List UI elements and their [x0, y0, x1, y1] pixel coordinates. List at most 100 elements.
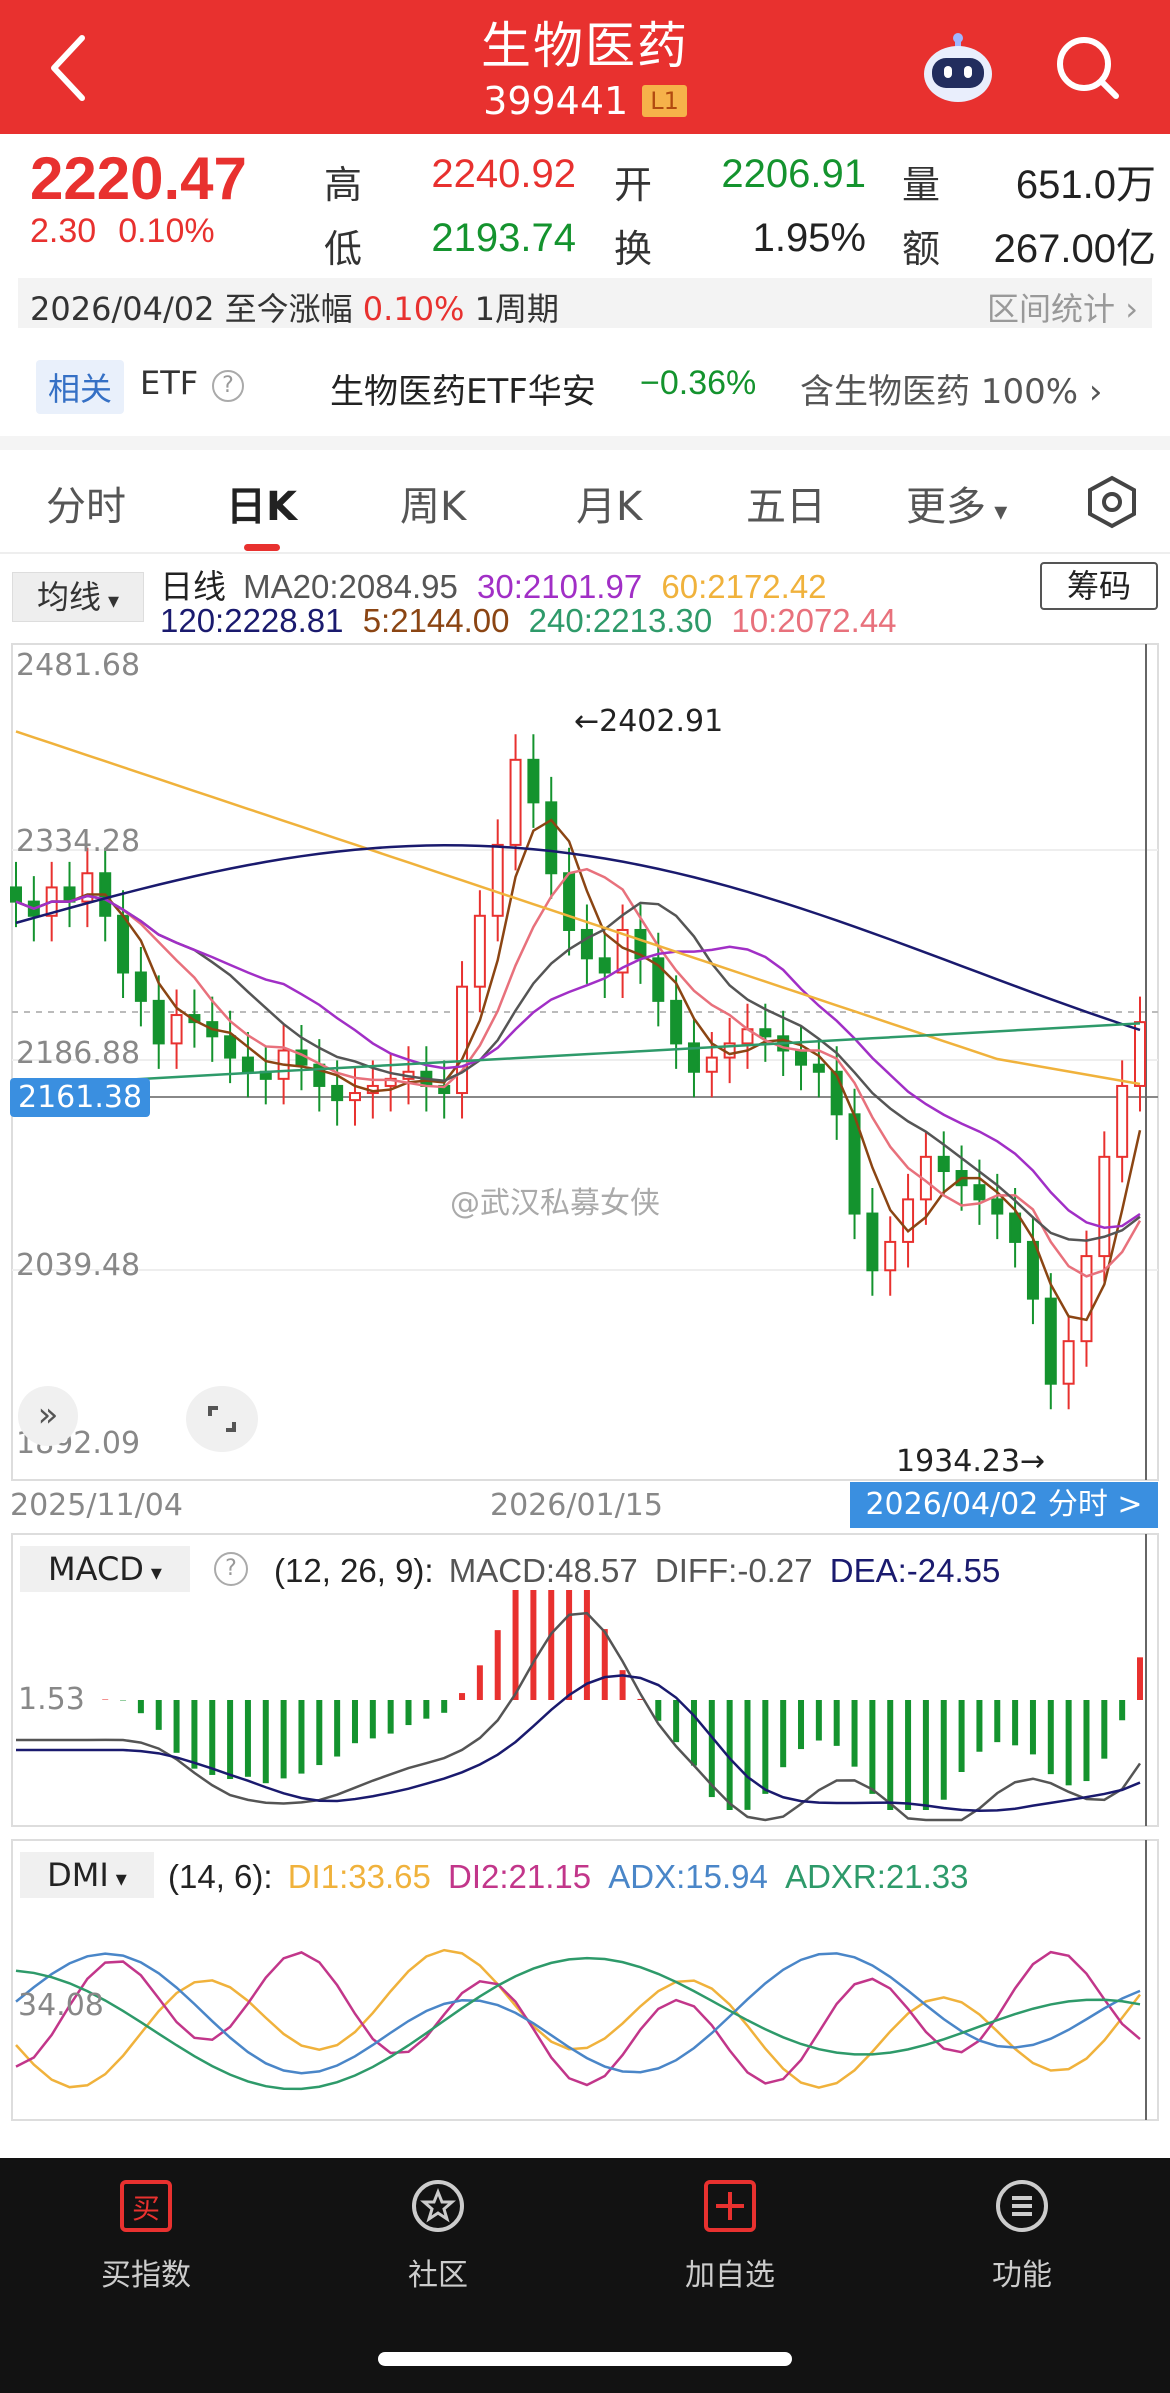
fullscreen-icon[interactable] — [186, 1386, 258, 1452]
nav-buy-index[interactable]: 买 买指数 — [46, 2178, 246, 2294]
macd-bar — [1029, 1700, 1036, 1755]
macd-histogram — [102, 1590, 1143, 1810]
ma20-line — [15, 894, 1141, 1242]
candle-body — [1116, 1084, 1129, 1158]
candle-body — [616, 928, 629, 974]
y-axis-label-4: 2039.48 — [16, 1248, 141, 1283]
ma10-line — [15, 867, 1142, 1278]
y-axis-label-top: 2481.68 — [16, 648, 141, 683]
macd-bar — [1083, 1700, 1090, 1782]
candle-body — [1026, 1240, 1039, 1300]
macd-selector[interactable]: MACD ▾ — [20, 1546, 190, 1592]
macd-bar — [1047, 1700, 1054, 1775]
macd-bar — [976, 1700, 983, 1752]
macd-bar — [191, 1700, 198, 1769]
etf-name[interactable]: 生物医药ETF华安 — [330, 372, 596, 412]
ma240-line — [15, 1022, 1141, 1088]
search-icon[interactable] — [1052, 32, 1122, 102]
macd-y-label: 1.53 — [18, 1682, 85, 1717]
macd-bar — [530, 1590, 537, 1700]
macd-bar — [940, 1700, 947, 1800]
candle-body — [705, 1056, 718, 1073]
intraday-date-button[interactable]: 2026/04/02 分时 > — [850, 1482, 1158, 1528]
price-change: 2.30 0.10% — [30, 212, 215, 250]
macd-bar — [102, 1699, 109, 1700]
macd-bar — [780, 1700, 787, 1768]
candle-body — [759, 1028, 772, 1038]
range-stat-link[interactable]: 区间统计 › — [987, 290, 1138, 328]
settings-hexagon-icon[interactable] — [1084, 474, 1140, 530]
community-icon — [412, 2180, 464, 2232]
expand-left-icon[interactable]: » — [18, 1386, 78, 1446]
tab-intraday[interactable]: 分时 — [46, 484, 126, 530]
candle-body — [580, 928, 593, 960]
dmi-selector[interactable]: DMI ▾ — [20, 1852, 154, 1898]
macd-bar — [369, 1700, 376, 1739]
macd-bar — [994, 1700, 1001, 1743]
nav-function[interactable]: 功能 — [922, 2178, 1122, 2294]
adx-line — [15, 1952, 1141, 2075]
robot-assistant-icon[interactable] — [918, 28, 998, 108]
macd-bar — [512, 1590, 519, 1700]
add-watchlist-icon — [704, 2180, 756, 2232]
macd-bar — [423, 1700, 430, 1719]
open-label: 开 — [614, 163, 653, 207]
nav-community[interactable]: 社区 — [338, 2178, 538, 2294]
volume-value: 651.0万 — [1015, 163, 1156, 207]
related-tag: 相关 — [36, 360, 125, 414]
range-text: 2026/04/02 至今涨幅 0.10% 1周期 — [30, 290, 559, 328]
amount-value: 267.00亿 — [993, 227, 1156, 271]
level-badge: L1 — [642, 84, 687, 117]
candle-body — [241, 1056, 254, 1073]
diff-line — [16, 1611, 1142, 1822]
high-value: 2240.92 — [431, 152, 576, 196]
tab-daily-k[interactable]: 日K — [226, 484, 297, 530]
candlestick-series — [10, 734, 1146, 1410]
range-stat-bar[interactable]: 2026/04/02 至今涨幅 0.10% 1周期 区间统计 › — [18, 278, 1152, 328]
kline-chart-area[interactable] — [0, 0, 1170, 2160]
candle-body — [563, 872, 576, 931]
candle-body — [937, 1155, 950, 1173]
volume-label: 量 — [902, 163, 941, 207]
macd-bar — [726, 1700, 733, 1810]
candle-body — [81, 872, 94, 903]
ma-selector[interactable]: 均线 ▾ — [12, 572, 144, 622]
candle-body — [1009, 1212, 1022, 1243]
buy-icon: 买 — [120, 2180, 172, 2232]
related-etf-row[interactable]: 相关 ETF ? 生物医药ETF华安 −0.36% 含生物医药 100% › — [0, 350, 1170, 428]
chip-distribution-button[interactable]: 筹码 — [1040, 562, 1158, 610]
tab-monthly-k[interactable]: 月K — [576, 484, 643, 530]
macd-bar — [655, 1700, 662, 1721]
macd-bar — [298, 1700, 305, 1774]
adxr-line — [15, 1956, 1141, 2091]
macd-bar — [137, 1700, 144, 1714]
macd-bar — [262, 1700, 269, 1784]
ma60-line — [15, 730, 1141, 1086]
candle-body — [670, 999, 683, 1045]
home-indicator — [378, 2352, 792, 2366]
candle-body — [188, 1014, 201, 1024]
macd-legend: (12, 26, 9): MACD:48.57 DIFF:-0.27 DEA:-… — [274, 1552, 1001, 1589]
ma30-line — [15, 894, 1141, 1230]
amount-label: 额 — [902, 227, 941, 271]
period-tabs: 分时 日K 周K 月K 五日 更多 ▾ — [0, 452, 1170, 552]
macd-help-icon[interactable]: ? — [214, 1552, 248, 1586]
nav-add-watchlist[interactable]: 加自选 — [630, 2178, 830, 2294]
tab-five-day[interactable]: 五日 — [746, 484, 826, 530]
macd-bar — [209, 1700, 216, 1775]
candle-body — [10, 886, 22, 903]
help-icon[interactable]: ? — [212, 370, 244, 402]
back-arrow-icon[interactable] — [40, 28, 100, 108]
tab-more[interactable]: 更多 ▾ — [906, 484, 1008, 530]
macd-bar — [280, 1700, 287, 1779]
candle-body — [134, 971, 147, 1002]
macd-bar — [227, 1700, 234, 1780]
candle-body — [991, 1198, 1004, 1215]
active-tab-indicator — [244, 544, 280, 551]
candle-body — [1044, 1297, 1057, 1385]
candle-body — [652, 957, 665, 1002]
macd-bar — [869, 1700, 876, 1794]
macd-bar — [673, 1700, 680, 1743]
tab-weekly-k[interactable]: 周K — [400, 484, 467, 530]
low-marker: 1934.23→ — [896, 1444, 1046, 1479]
